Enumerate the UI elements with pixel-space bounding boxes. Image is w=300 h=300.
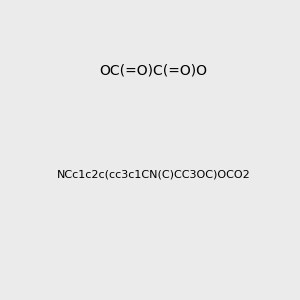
Text: NCc1c2c(cc3c1CN(C)CC3OC)OCO2: NCc1c2c(cc3c1CN(C)CC3OC)OCO2 — [57, 169, 250, 180]
Text: OC(=O)C(=O)O: OC(=O)C(=O)O — [100, 64, 208, 78]
